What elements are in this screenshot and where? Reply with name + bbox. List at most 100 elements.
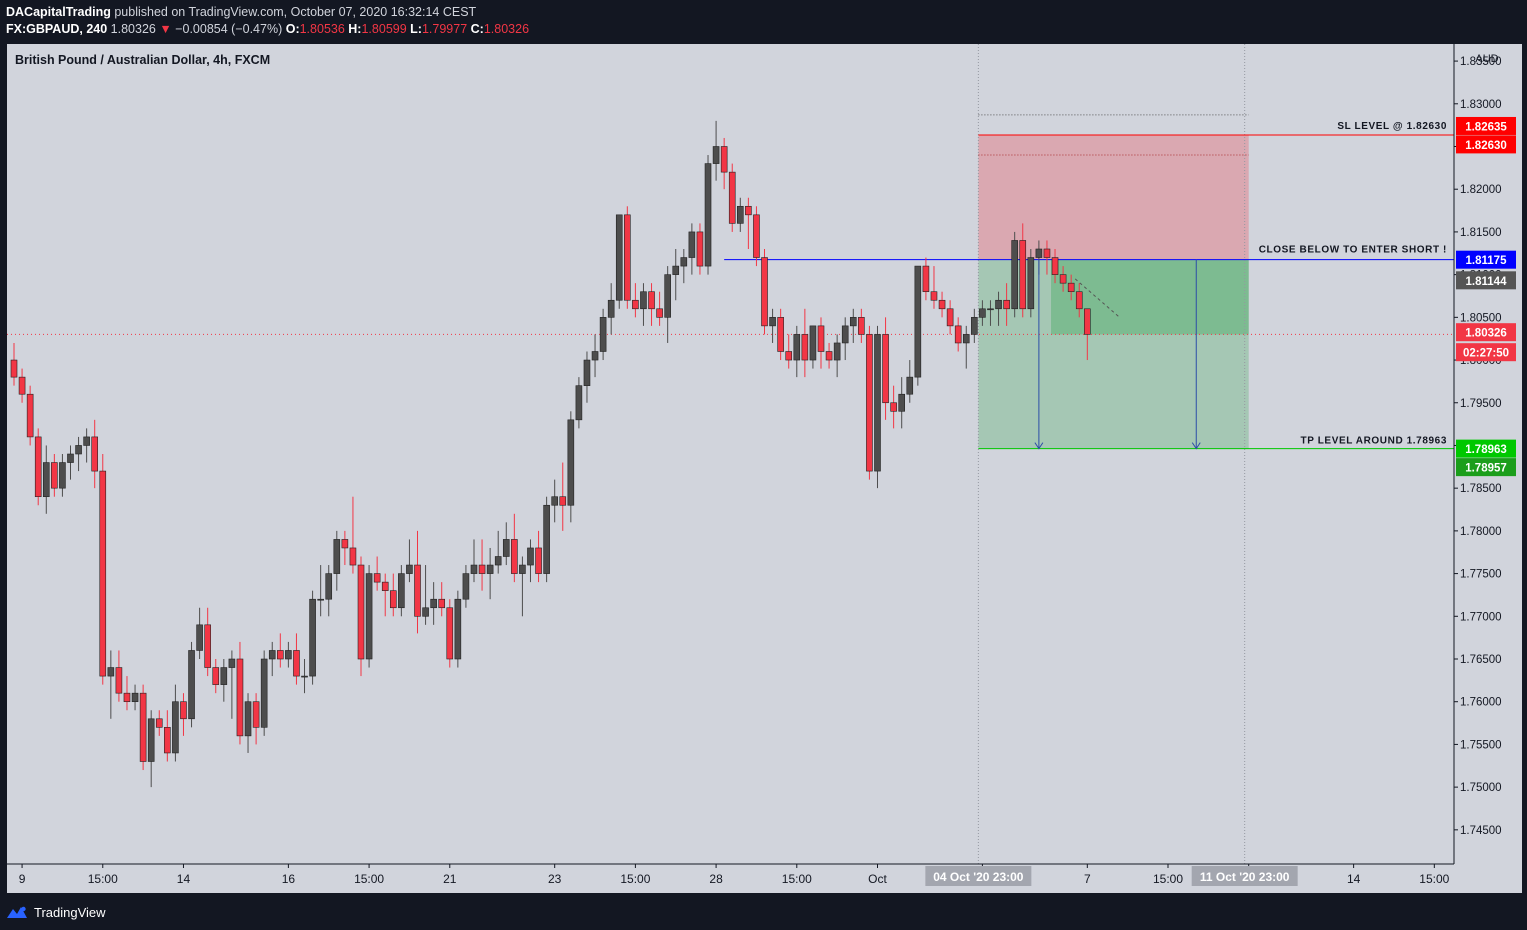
price-tag-label: 1.81175	[1466, 255, 1508, 267]
candle-body	[1035, 248, 1043, 258]
candle-body	[745, 205, 752, 216]
candle-body	[688, 231, 696, 258]
publish-text: published on TradingView.com, October 07…	[114, 5, 477, 19]
candle-body	[341, 539, 349, 549]
candle-body	[704, 163, 712, 267]
price-tag	[1456, 323, 1516, 342]
candle-body	[389, 590, 397, 609]
candle-body	[349, 547, 357, 566]
price-change: −0.00854 (−0.47%)	[175, 22, 283, 36]
candle-body	[1051, 257, 1059, 275]
candle-body	[309, 598, 316, 677]
candle-body	[1027, 257, 1035, 310]
close-value: 1.80326	[483, 22, 530, 36]
candle-body	[971, 317, 978, 335]
candle-body	[632, 299, 639, 310]
y-tick-label: 1.77500	[1460, 569, 1502, 581]
candle-body	[987, 308, 994, 311]
candle-body	[511, 539, 518, 574]
price-tag-label: 1.82635	[1465, 121, 1507, 133]
candle-body	[527, 547, 534, 566]
x-tick-label: 15:00	[354, 872, 384, 886]
candle-body	[260, 658, 268, 728]
candle-body	[317, 598, 324, 601]
price-tag-label: 1.81144	[1466, 276, 1508, 288]
candle-body	[736, 205, 744, 224]
candle-body	[454, 598, 462, 660]
x-tick-label: 28	[709, 872, 723, 886]
candle-body	[946, 308, 954, 327]
candle-body	[866, 334, 873, 472]
down-arrow-icon: ▼	[159, 22, 172, 36]
candle-body	[131, 692, 139, 703]
candle-body	[164, 727, 171, 754]
candle-body	[333, 539, 341, 574]
candle-body	[583, 359, 591, 386]
candle-body	[244, 701, 252, 737]
x-tick-label: 15:00	[1153, 872, 1183, 886]
candle-body	[615, 214, 623, 301]
candle-body	[398, 573, 405, 609]
symbol-label: FX:GBPAUD, 240	[6, 22, 108, 36]
candle-body	[1059, 274, 1067, 284]
projection-line	[1074, 278, 1120, 318]
publisher-name[interactable]: DACapitalTrading	[6, 5, 111, 19]
candle-body	[648, 291, 655, 310]
y-tick-label: 1.76500	[1460, 654, 1502, 666]
candle-body	[979, 308, 986, 318]
close-label: C:	[470, 22, 484, 36]
candle-body	[478, 564, 486, 574]
candle-body	[99, 470, 107, 677]
price-tag	[1456, 135, 1516, 154]
x-tick-label: 7	[1084, 872, 1091, 886]
candle-body	[559, 496, 567, 506]
candle-body	[204, 624, 211, 668]
y-tick-label: 1.83500	[1460, 56, 1502, 68]
candle-body	[680, 257, 688, 267]
candle-body	[42, 462, 50, 498]
candle-body	[624, 214, 631, 301]
x-tick-label: 15:00	[1419, 872, 1449, 886]
date-badge	[1191, 866, 1298, 886]
candle-body	[91, 436, 98, 472]
y-tick-label: 1.81500	[1460, 227, 1502, 239]
y-tick-label: 1.77000	[1460, 611, 1502, 623]
candlestick-chart[interactable]: SL LEVEL @ 1.82630 CLOSE BELOW TO ENTER S…	[7, 44, 1522, 893]
price-tag	[1456, 250, 1516, 269]
tradingview-logo[interactable]: TradingView	[6, 904, 106, 920]
candle-body	[898, 393, 906, 412]
candle-body	[769, 317, 776, 327]
chart-area[interactable]: SL LEVEL @ 1.82630 CLOSE BELOW TO ENTER S…	[7, 44, 1522, 893]
x-tick-label: 14	[1347, 872, 1361, 886]
candle-body	[406, 564, 413, 574]
price-tag-label: 1.78963	[1465, 444, 1507, 456]
x-tick-label: 21	[443, 872, 457, 886]
publish-info: DACapitalTrading published on TradingVie…	[6, 5, 476, 19]
candle-body	[640, 291, 647, 310]
candle-body	[825, 351, 833, 361]
candle-body	[930, 291, 938, 301]
candle-body	[115, 667, 123, 694]
candle-body	[486, 564, 494, 574]
brand-name: TradingView	[34, 904, 106, 920]
price-tag-label: 1.82630	[1465, 140, 1507, 152]
candle-body	[212, 667, 220, 685]
candle-body	[462, 573, 470, 600]
candle-body	[954, 325, 962, 344]
x-tick-label: 16	[282, 872, 296, 886]
candle-body	[228, 658, 236, 668]
price-tag	[1456, 343, 1516, 362]
y-tick-label: 1.78500	[1460, 483, 1502, 495]
footer: TradingView	[0, 893, 1527, 930]
candle-body	[107, 667, 115, 677]
candle-body	[599, 317, 607, 352]
candle-body	[720, 146, 728, 173]
x-tick-label: 15:00	[620, 872, 650, 886]
date-badge-label: 11 Oct '20 23:00	[1200, 870, 1290, 884]
candle-body	[914, 265, 922, 378]
price-tag	[1456, 458, 1516, 477]
candle-body	[922, 265, 930, 293]
candle-body	[34, 436, 42, 498]
candle-body	[1067, 282, 1075, 293]
candle-body	[26, 393, 34, 438]
